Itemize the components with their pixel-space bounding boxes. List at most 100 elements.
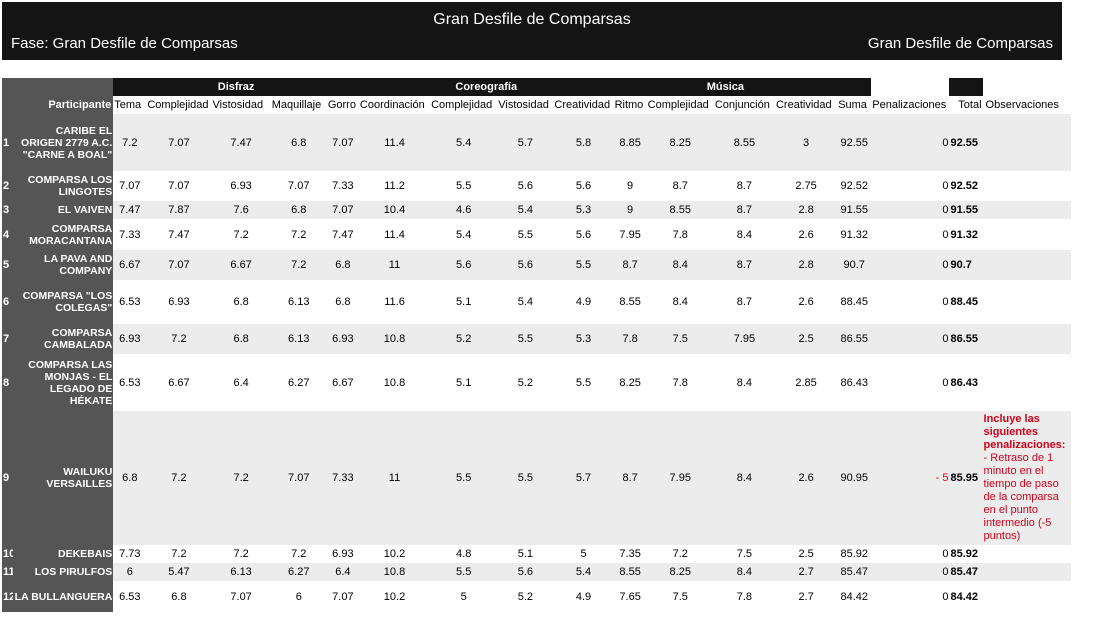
row-rank: 12 (2, 581, 14, 612)
score-cell: 2.7 (774, 563, 838, 581)
penalty-cell: 0 (871, 545, 950, 563)
score-cell: 6.53 (113, 354, 147, 411)
score-cell: 6.13 (211, 563, 271, 581)
score-cell: 7.95 (613, 219, 647, 250)
score-cell: 7.8 (613, 324, 647, 354)
penalty-cell: 0 (871, 354, 950, 411)
observations-cell (982, 219, 1071, 250)
table-row: 9 WAILUKU VERSAILLES 6.8 7.2 7.2 7.07 7.33 11 5.… (2, 411, 1071, 545)
table-row: 4 COMPARSA MORACANTANA 7.33 7.47 7.2 7.2 7.47 1… (2, 219, 1071, 250)
score-cell: 2.75 (774, 171, 838, 201)
total-cell: 91.32 (949, 219, 983, 250)
score-cell: 11.4 (358, 219, 431, 250)
score-cell: 8.4 (713, 354, 775, 411)
score-cell: 7.07 (211, 581, 271, 612)
table-row: 10 DEKEBAIS 7.73 7.2 7.2 7.2 6.93 10.2 4.8 5.1 5 7.… (2, 545, 1071, 563)
score-cell: 2.6 (774, 411, 838, 545)
score-cell: 6.13 (270, 324, 327, 354)
score-cell: 5.5 (497, 219, 554, 250)
score-cell: 6.8 (146, 581, 212, 612)
score-cell: 6.8 (113, 411, 147, 545)
score-cell: 9 (613, 201, 647, 219)
score-cell: 7.8 (646, 219, 714, 250)
score-cell: 6.93 (211, 171, 271, 201)
score-cell: 7.47 (326, 219, 359, 250)
observations-cell (982, 280, 1071, 324)
score-cell: 7.07 (146, 114, 212, 171)
score-cell: 6.53 (113, 280, 147, 324)
col-observaciones: Observaciones (982, 96, 1071, 114)
score-cell: 7.95 (646, 411, 714, 545)
score-cell: 7.07 (113, 171, 147, 201)
table-row: 8 COMPARSA LAS MONJAS - EL LEGADO DE HÉKA… (2, 354, 1071, 411)
score-cell: 8.7 (713, 171, 775, 201)
score-cell: 7.07 (146, 250, 212, 280)
score-cell: 7.95 (713, 324, 775, 354)
penalty-cell: 0 (871, 171, 950, 201)
row-rank: 6 (2, 280, 14, 324)
score-cell: 7.2 (646, 545, 714, 563)
score-cell: 7.07 (326, 201, 359, 219)
score-cell: 7.8 (646, 354, 714, 411)
col-conjuncion: Conjunción (713, 96, 775, 114)
observations-cell: Incluye las siguientes penalizaciones: - … (982, 411, 1071, 545)
results-body: 1 CARIBE EL ORIGEN 2779 A.C. "CARNE A BOA… (2, 114, 1071, 612)
col-musica-complejidad: Complejidad (646, 96, 714, 114)
participant-name: COMPARSA CAMBALADA (13, 324, 114, 354)
score-cell: 6.67 (326, 354, 359, 411)
score-cell: 7.07 (326, 581, 359, 612)
col-disfraz-vistosidad: Vistosidad (211, 96, 271, 114)
score-cell: 4.8 (430, 545, 498, 563)
score-cell: 10.8 (358, 563, 431, 581)
total-cell: 92.52 (949, 171, 983, 201)
table-row: 11 LOS PIRULFOS 6 5.47 6.13 6.27 6.4 10.8 5.5 5.6… (2, 563, 1071, 581)
penalty-cell: 0 (871, 324, 950, 354)
observations-cell (982, 201, 1071, 219)
table-row: 2 COMPARSA LOS LINGOTES 7.07 7.07 6.93 7.07 7.… (2, 171, 1071, 201)
row-rank: 3 (2, 201, 14, 219)
score-cell: 5.4 (497, 280, 554, 324)
score-cell: 8.55 (613, 280, 647, 324)
participant-name: LOS PIRULFOS (13, 563, 114, 581)
score-cell: 8.7 (613, 411, 647, 545)
group-total-blank (949, 78, 983, 96)
observations-cell (982, 581, 1071, 612)
score-cell: 8.4 (713, 563, 775, 581)
observations-cell (982, 545, 1071, 563)
score-cell: 5.3 (553, 201, 614, 219)
col-ritmo: Ritmo (613, 96, 647, 114)
score-cell: 90.7 (837, 250, 872, 280)
score-cell: 7.73 (113, 545, 147, 563)
score-cell: 8.85 (613, 114, 647, 171)
score-cell: 5.7 (553, 411, 614, 545)
row-rank: 8 (2, 354, 14, 411)
score-cell: 5.3 (553, 324, 614, 354)
score-cell: 5.1 (497, 545, 554, 563)
column-header-row: Participante Tema Complejidad Vistosidad… (2, 96, 1071, 114)
score-cell: 11 (358, 250, 431, 280)
row-rank: 11 (2, 563, 14, 581)
participant-name: DEKEBAIS (13, 545, 114, 563)
score-cell: 6.8 (326, 250, 359, 280)
score-cell: 8.55 (646, 201, 714, 219)
score-cell: 5.2 (497, 581, 554, 612)
score-cell: 6.93 (146, 280, 212, 324)
score-cell: 91.55 (837, 201, 872, 219)
score-cell: 7.07 (270, 411, 327, 545)
score-cell: 7.47 (146, 219, 212, 250)
score-cell: 92.55 (837, 114, 872, 171)
score-cell: 10.2 (358, 581, 431, 612)
participant-name: LA BULLANGUERA (13, 581, 114, 612)
col-coreo-creatividad: Creatividad (553, 96, 614, 114)
penalty-cell: 0 (871, 201, 950, 219)
score-cell: 8.4 (646, 280, 714, 324)
observations-cell (982, 563, 1071, 581)
total-cell: 86.55 (949, 324, 983, 354)
score-cell: 5.5 (430, 411, 498, 545)
score-cell: 88.45 (837, 280, 872, 324)
score-cell: 6 (270, 581, 327, 612)
score-cell: 6.93 (113, 324, 147, 354)
score-cell: 5.47 (146, 563, 212, 581)
score-cell: 7.33 (326, 411, 359, 545)
score-cell: 5.6 (497, 563, 554, 581)
